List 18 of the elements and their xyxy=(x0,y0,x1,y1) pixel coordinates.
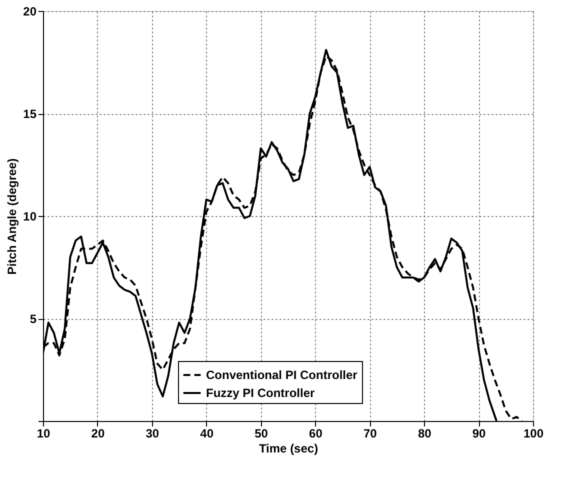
x-tick-label: 40 xyxy=(200,426,214,440)
x-tick-label: 90 xyxy=(472,426,486,440)
y-tick-label: 15 xyxy=(23,107,37,121)
x-axis-title: Time (sec) xyxy=(258,442,318,456)
y-tick-label: 5 xyxy=(30,312,37,326)
x-tick-label: 70 xyxy=(363,426,378,440)
x-tick-label: 20 xyxy=(91,426,105,440)
x-tick-label: 60 xyxy=(309,426,323,440)
y-axis-title: Pitch Angle (degree) xyxy=(5,158,20,275)
x-tick-label: 30 xyxy=(146,426,160,440)
y-tick-label: 20 xyxy=(23,4,37,18)
x-tick-label: 100 xyxy=(523,426,544,440)
legend-label: Fuzzy PI Controller xyxy=(206,386,316,400)
legend-label: Conventional PI Controller xyxy=(206,368,358,382)
x-tick-label: 80 xyxy=(418,426,432,440)
x-tick-label: 10 xyxy=(36,426,50,440)
y-tick-label: 10 xyxy=(23,210,37,224)
x-tick-label: 50 xyxy=(254,426,268,440)
